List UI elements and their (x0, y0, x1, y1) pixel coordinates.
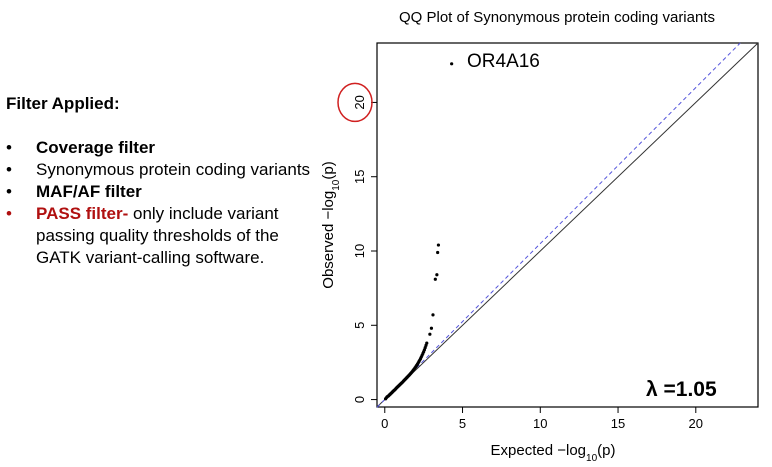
x-tick-label: 0 (381, 416, 388, 431)
y-axis-label: Observed −log10(p) (320, 161, 342, 288)
y-axis: 0 5 10 15 20 Observed −log10(p) (320, 95, 378, 403)
data-point (429, 326, 434, 330)
x-tick-label: 15 (611, 416, 625, 431)
filter-item-maf: • MAF/AF filter (6, 181, 318, 203)
filter-item-bold: MAF/AF filter (36, 182, 142, 201)
y-tick-label: 0 (352, 396, 367, 403)
x-tick-label: 20 (689, 416, 703, 431)
x-tick-label: 10 (533, 416, 547, 431)
data-point (436, 243, 441, 247)
filter-heading: Filter Applied: (6, 94, 120, 113)
data-point (435, 273, 439, 277)
bullet: • (6, 204, 12, 223)
data-point (425, 341, 429, 345)
lambda-label: λ =1.05 (646, 378, 717, 401)
data-point (428, 332, 432, 336)
filter-item-pass: • PASS filter- only include variant pass… (6, 203, 318, 269)
bullet: • (6, 182, 12, 201)
filter-item-synonymous: • Synonymous protein coding variants (6, 159, 318, 181)
filter-item-bold: Coverage filter (36, 138, 156, 157)
lambda-line (376, 42, 741, 408)
bullet: • (6, 138, 12, 157)
filter-list: • Coverage filter • Synonymous protein c… (6, 137, 318, 269)
y-tick-label: 10 (352, 244, 367, 258)
reference-lines (376, 42, 759, 408)
y-tick-label: 15 (352, 169, 367, 183)
data-points (383, 62, 454, 401)
filter-item-bold: PASS filter- (36, 204, 129, 223)
identity-line (376, 42, 759, 408)
top-gene-label: OR4A16 (467, 51, 540, 72)
filter-panel: Filter Applied: • Coverage filter • Syno… (6, 93, 318, 269)
highlight-circle (337, 82, 373, 123)
y-tick-label: 5 (352, 322, 367, 329)
filter-item-text: only include variant passing quality thr… (36, 204, 279, 267)
filter-item-coverage: • Coverage filter (6, 137, 318, 159)
data-point (433, 277, 437, 281)
x-axis: 0 5 10 15 20 Expected −log10(p) (381, 406, 703, 464)
bullet: • (6, 160, 12, 179)
chart-title: QQ Plot of Synonymous protein coding var… (399, 9, 715, 26)
x-tick-label: 5 (459, 416, 466, 431)
data-point (450, 62, 454, 66)
data-point (436, 250, 440, 255)
data-point (431, 313, 435, 317)
x-axis-label: Expected −log10(p) (491, 442, 616, 464)
filter-item-text: Synonymous protein coding variants (36, 160, 311, 179)
y-tick-label: 20 (352, 95, 367, 109)
